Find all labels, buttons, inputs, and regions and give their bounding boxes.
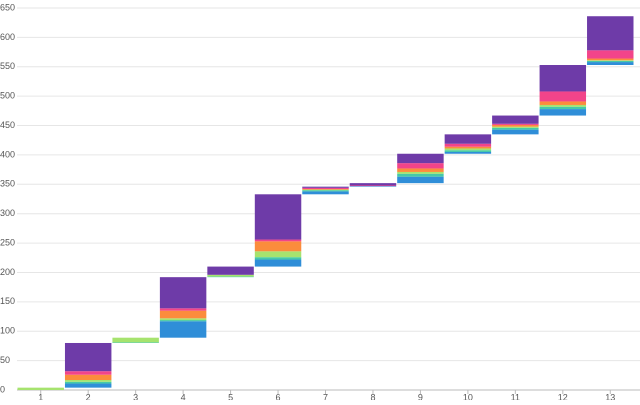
bar-segment	[207, 266, 254, 275]
bar-segment	[302, 191, 349, 195]
x-tick-label: 7	[323, 392, 328, 400]
x-tick-label: 11	[511, 392, 520, 400]
bar-segment	[64, 381, 112, 384]
bar-segment	[64, 371, 112, 375]
x-tick-label: 5	[228, 392, 233, 400]
y-tick-label: 350	[0, 179, 15, 189]
bar-segment	[492, 129, 539, 135]
bar-segment	[587, 60, 634, 63]
bar-segment	[397, 176, 444, 184]
bar-segment	[302, 189, 349, 190]
bar-segment	[64, 374, 112, 381]
bar-segment	[397, 168, 444, 172]
bar-segment	[112, 342, 159, 343]
bar-segment	[349, 186, 397, 187]
bar-segment	[587, 58, 634, 61]
bar-segment	[64, 380, 112, 382]
bar-segment	[444, 151, 492, 154]
bar-segment	[159, 318, 207, 321]
x-tick-label: 2	[86, 392, 91, 400]
bar-segment	[17, 387, 64, 390]
x-tick-label: 10	[463, 392, 473, 400]
bar-segment	[444, 143, 492, 147]
bar-segment	[254, 241, 302, 252]
bar-segment	[539, 101, 587, 105]
bar-segment	[64, 383, 112, 388]
x-tick-label: 6	[276, 392, 281, 400]
bar-segment	[397, 171, 444, 174]
bar-segment	[64, 342, 112, 372]
y-tick-label: 550	[0, 61, 15, 71]
bar-segment	[207, 274, 254, 277]
x-tick-label: 9	[418, 392, 423, 400]
bar-segment	[587, 62, 634, 66]
y-tick-label: 150	[0, 296, 15, 306]
bar-segment	[587, 50, 634, 59]
bar-segment	[254, 239, 302, 242]
y-tick-label: 400	[0, 149, 15, 159]
bar-segment	[444, 134, 492, 144]
bar-segment	[587, 60, 634, 61]
y-tick-label: 250	[0, 237, 15, 247]
bar-segment	[444, 150, 492, 152]
bar-segment	[254, 251, 302, 258]
y-tick-label: 500	[0, 91, 15, 101]
bar-segment	[302, 186, 349, 188]
bar-segment	[492, 126, 539, 128]
y-tick-label: 0	[0, 384, 5, 394]
bar-segment	[302, 189, 349, 191]
bar-segment	[492, 123, 539, 125]
x-tick-label: 4	[181, 392, 186, 400]
bar-segment	[539, 104, 587, 107]
bar-segment	[349, 185, 397, 187]
x-tick-label: 3	[133, 392, 138, 400]
bar-segment	[159, 320, 207, 322]
y-tick-label: 450	[0, 120, 15, 130]
y-tick-label: 50	[0, 355, 10, 365]
bar-segment	[492, 115, 539, 124]
x-tick-label: 8	[370, 392, 375, 400]
bar-segment	[254, 194, 302, 240]
bar-segment	[397, 173, 444, 177]
bar-segment	[302, 187, 349, 190]
bar-segment	[397, 163, 444, 169]
bar-segment	[492, 124, 539, 127]
bar-segment	[539, 109, 587, 116]
y-tick-label: 600	[0, 32, 15, 42]
bar-segment	[159, 277, 207, 309]
bar-segment	[539, 106, 587, 110]
y-tick-label: 100	[0, 326, 15, 336]
x-tick-label: 12	[558, 392, 568, 400]
bar-segment	[159, 308, 207, 311]
y-tick-label: 200	[0, 267, 15, 277]
bar-segment	[539, 91, 587, 102]
y-tick-label: 300	[0, 208, 15, 218]
x-tick-label: 13	[605, 392, 615, 400]
x-tick-label: 1	[38, 392, 43, 400]
bar-segment	[254, 259, 302, 267]
bar-segment	[397, 153, 444, 164]
bar-segment	[492, 127, 539, 130]
bar-segment	[159, 321, 207, 338]
bar-segment	[444, 146, 492, 149]
bar-segment	[207, 276, 254, 278]
bar-segment	[444, 148, 492, 151]
y-tick-label: 650	[0, 2, 15, 12]
bar-segment	[539, 65, 587, 92]
bar-segment	[254, 257, 302, 260]
bar-segment	[159, 310, 207, 319]
bar-segment	[587, 16, 634, 51]
bar-segment	[302, 190, 349, 192]
bar-segment	[349, 183, 397, 186]
bar-segment	[112, 337, 159, 343]
